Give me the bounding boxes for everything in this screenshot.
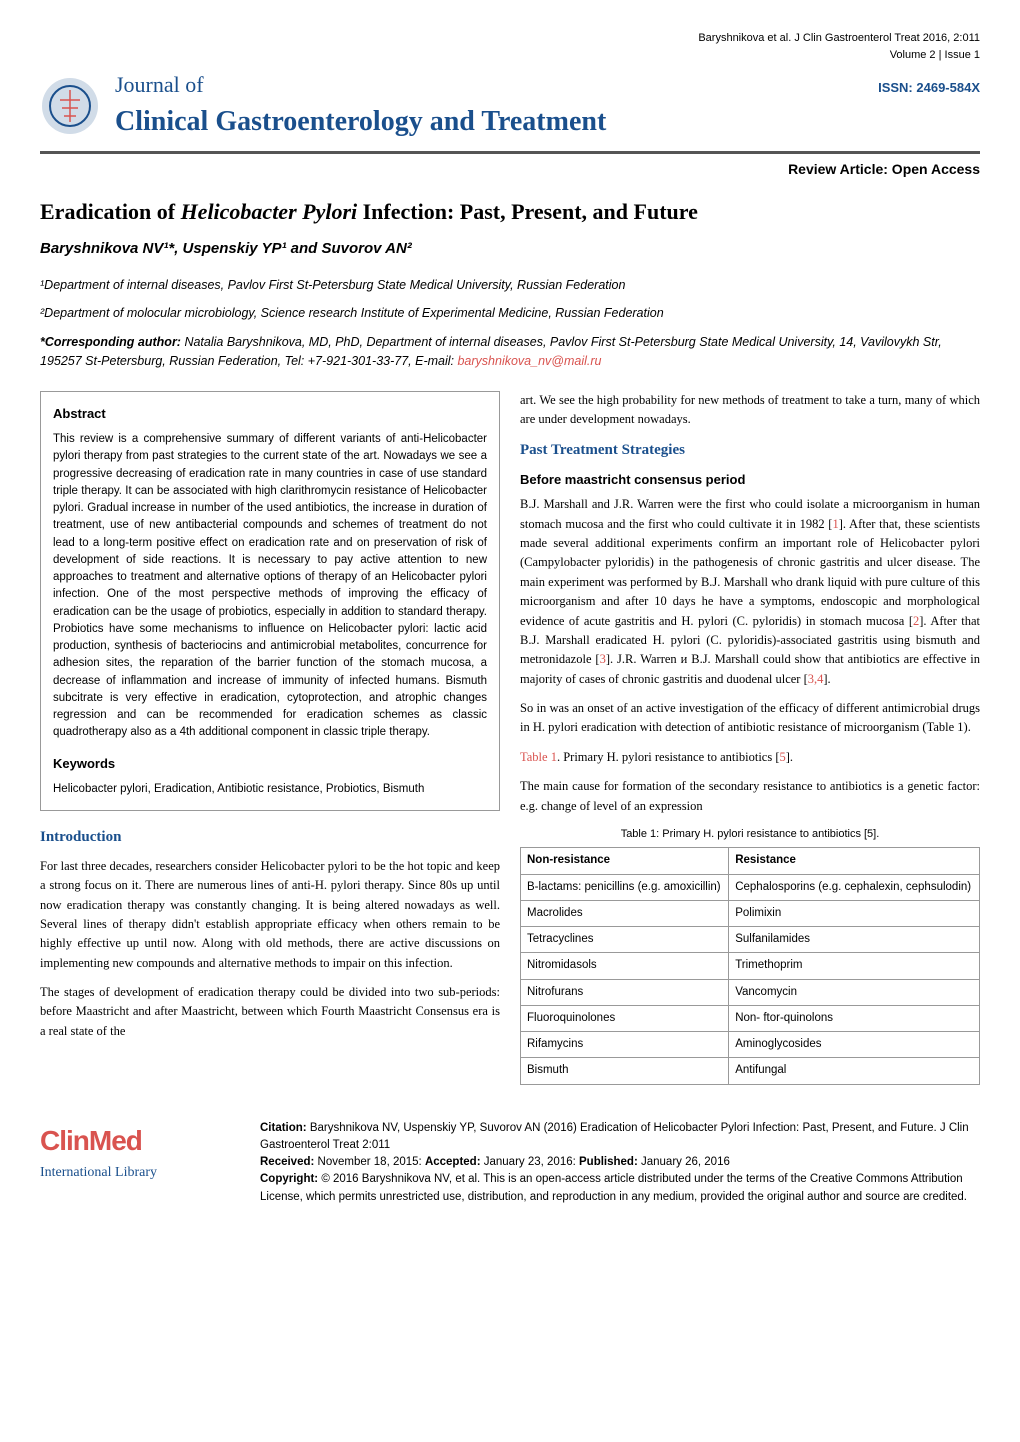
table1-link[interactable]: Table 1	[520, 750, 557, 764]
past-p1: B.J. Marshall and J.R. Warren were the f…	[520, 495, 980, 689]
table-cell: Trimethoprim	[729, 953, 980, 979]
table1-label-c: ].	[786, 750, 793, 764]
table-header-row: Non-resistance Resistance	[521, 848, 980, 874]
copyright-label: Copyright:	[260, 1173, 321, 1185]
footer-logo: ClinMed International Library	[40, 1120, 240, 1183]
title-post: Infection: Past, Present, and Future	[357, 199, 698, 224]
past-p2: So in was an onset of an active investig…	[520, 699, 980, 738]
published-label: Published:	[579, 1156, 641, 1168]
clinmed-logo-text: ClinMed	[40, 1120, 240, 1162]
table-row: FluoroquinolonesNon- ftor-quinolons	[521, 1005, 980, 1031]
issn-label: ISSN: 2469-584X	[878, 78, 980, 98]
keywords-heading: Keywords	[53, 754, 487, 774]
right-p0: art. We see the high probability for new…	[520, 391, 980, 430]
past-title: Past Treatment Strategies	[520, 439, 980, 462]
p1-e: ].	[823, 672, 830, 686]
journal-header: Journal of ISSN: 2469-584X Clinical Gast…	[40, 68, 980, 143]
header-divider	[40, 151, 980, 154]
accepted-date: January 23, 2016:	[484, 1156, 579, 1168]
footer-text: Citation: Baryshnikova NV, Uspenskiy YP,…	[260, 1120, 980, 1206]
received-label: Received:	[260, 1156, 318, 1168]
received-date: November 18, 2015:	[318, 1156, 425, 1168]
table-cell: Fluoroquinolones	[521, 1005, 729, 1031]
authors: Baryshnikova NV¹*, Uspenskiy YP¹ and Suv…	[40, 238, 980, 261]
table-head-col1: Non-resistance	[521, 848, 729, 874]
table1-ref-line: Table 1. Primary H. pylori resistance to…	[520, 748, 980, 767]
table-cell: Nitrofurans	[521, 979, 729, 1005]
citation-line: Baryshnikova et al. J Clin Gastroenterol…	[40, 30, 980, 47]
table-cell: Polimixin	[729, 900, 980, 926]
intllib-text: International Library	[40, 1162, 240, 1183]
table-cell: Nitromidasols	[521, 953, 729, 979]
affiliation-2: ²Department of molocular microbiology, S…	[40, 304, 980, 323]
title-pre: Eradication of	[40, 199, 181, 224]
table-cell: Vancomycin	[729, 979, 980, 1005]
intro-p1: For last three decades, researchers cons…	[40, 857, 500, 973]
table-cell: Aminoglycosides	[729, 1032, 980, 1058]
abstract-heading: Abstract	[53, 404, 487, 424]
published-date: January 26, 2016	[641, 1156, 730, 1168]
header-meta: Baryshnikova et al. J Clin Gastroenterol…	[40, 30, 980, 63]
intro-title: Introduction	[40, 826, 500, 849]
table-cell: Non- ftor-quinolons	[729, 1005, 980, 1031]
accepted-label: Accepted:	[425, 1156, 484, 1168]
table-row: TetracyclinesSulfanilamides	[521, 927, 980, 953]
table1-label-b: . Primary H. pylori resistance to antibi…	[557, 750, 780, 764]
table1: Non-resistance Resistance B-lactams: pen…	[520, 847, 980, 1084]
footer: ClinMed International Library Citation: …	[40, 1110, 980, 1206]
footer-dates: Received: November 18, 2015: Accepted: J…	[260, 1154, 980, 1171]
volume-issue: Volume 2 | Issue 1	[40, 47, 980, 64]
before-maastricht-title: Before maastricht consensus period	[520, 470, 980, 490]
p1-b: ]. After that, these scientists made sev…	[520, 517, 980, 628]
abstract-text: This review is a comprehensive summary o…	[53, 431, 487, 742]
table-cell: B-lactams: penicillins (e.g. amoxicillin…	[521, 874, 729, 900]
table-cell: Cephalosporins (e.g. cephalexin, cephsul…	[729, 874, 980, 900]
title-italic: Helicobacter Pylori	[181, 199, 358, 224]
table-head-col2: Resistance	[729, 848, 980, 874]
table-row: NitrofuransVancomycin	[521, 979, 980, 1005]
journal-logo-icon	[40, 76, 100, 136]
corresponding-email[interactable]: baryshnikova_nv@mail.ru	[457, 354, 601, 368]
table-row: RifamycinsAminoglycosides	[521, 1032, 980, 1058]
footer-citation: Citation: Baryshnikova NV, Uspenskiy YP,…	[260, 1120, 980, 1155]
corresponding-label: *Corresponding author:	[40, 335, 181, 349]
citation-label: Citation:	[260, 1122, 310, 1134]
journal-of-label: Journal of	[115, 68, 204, 101]
table-row: MacrolidesPolimixin	[521, 900, 980, 926]
article-type: Review Article: Open Access	[40, 159, 980, 180]
citation-text: Baryshnikova NV, Uspenskiy YP, Suvorov A…	[260, 1122, 969, 1151]
copyright-text: © 2016 Baryshnikova NV, et al. This is a…	[260, 1173, 967, 1202]
footer-copyright: Copyright: © 2016 Baryshnikova NV, et al…	[260, 1171, 980, 1206]
table-cell: Antifungal	[729, 1058, 980, 1084]
table-cell: Bismuth	[521, 1058, 729, 1084]
article-title: Eradication of Helicobacter Pylori Infec…	[40, 195, 980, 228]
affiliation-1: ¹Department of internal diseases, Pavlov…	[40, 276, 980, 295]
past-p3: The main cause for formation of the seco…	[520, 777, 980, 816]
ref-link-34[interactable]: 3,4	[808, 672, 824, 686]
keywords-text: Helicobacter pylori, Eradication, Antibi…	[53, 781, 487, 798]
table1-caption: Table 1: Primary H. pylori resistance to…	[520, 826, 980, 843]
table-cell: Rifamycins	[521, 1032, 729, 1058]
table-cell: Tetracyclines	[521, 927, 729, 953]
abstract-box: Abstract This review is a comprehensive …	[40, 391, 500, 812]
table-row: B-lactams: penicillins (e.g. amoxicillin…	[521, 874, 980, 900]
table-row: NitromidasolsTrimethoprim	[521, 953, 980, 979]
intro-p2: The stages of development of eradication…	[40, 983, 500, 1041]
table-cell: Macrolides	[521, 900, 729, 926]
table-row: BismuthAntifungal	[521, 1058, 980, 1084]
journal-name: Clinical Gastroenterology and Treatment	[115, 101, 980, 143]
table-cell: Sulfanilamides	[729, 927, 980, 953]
corresponding-author: *Corresponding author: Natalia Baryshnik…	[40, 333, 980, 371]
